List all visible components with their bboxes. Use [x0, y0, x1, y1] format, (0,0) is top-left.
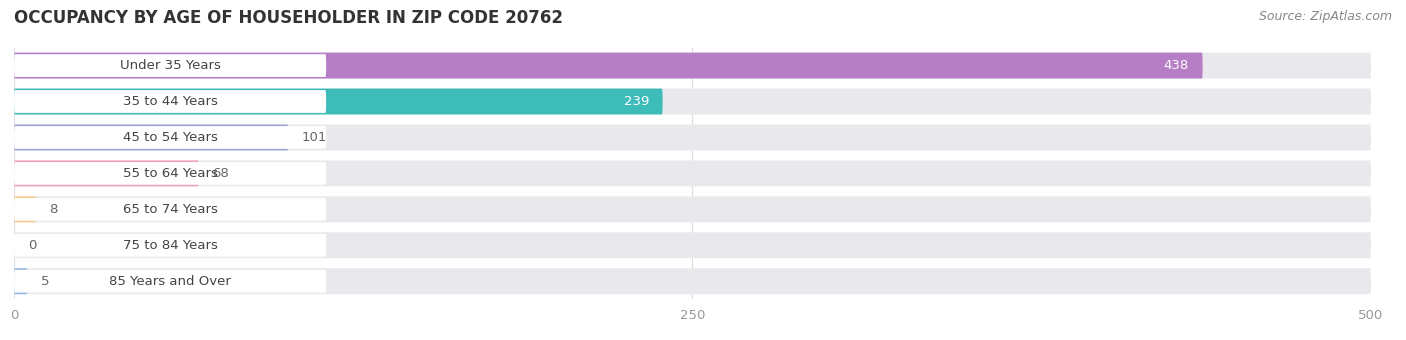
FancyBboxPatch shape — [14, 54, 326, 77]
Text: 5: 5 — [41, 275, 49, 288]
Text: 101: 101 — [302, 131, 328, 144]
Text: Source: ZipAtlas.com: Source: ZipAtlas.com — [1258, 10, 1392, 23]
Text: 45 to 54 Years: 45 to 54 Years — [122, 131, 218, 144]
Text: 68: 68 — [212, 167, 229, 180]
Text: 35 to 44 Years: 35 to 44 Years — [122, 95, 218, 108]
FancyBboxPatch shape — [14, 160, 198, 186]
FancyBboxPatch shape — [14, 197, 35, 222]
FancyBboxPatch shape — [14, 162, 326, 185]
FancyBboxPatch shape — [14, 89, 1371, 115]
FancyBboxPatch shape — [14, 53, 1371, 79]
FancyBboxPatch shape — [14, 126, 326, 149]
Text: 55 to 64 Years: 55 to 64 Years — [122, 167, 218, 180]
FancyBboxPatch shape — [14, 268, 28, 294]
Text: 438: 438 — [1164, 59, 1189, 72]
FancyBboxPatch shape — [14, 124, 288, 150]
FancyBboxPatch shape — [14, 198, 326, 221]
Text: 65 to 74 Years: 65 to 74 Years — [122, 203, 218, 216]
FancyBboxPatch shape — [14, 124, 1371, 150]
Text: 8: 8 — [49, 203, 58, 216]
Text: 75 to 84 Years: 75 to 84 Years — [122, 239, 218, 252]
Text: OCCUPANCY BY AGE OF HOUSEHOLDER IN ZIP CODE 20762: OCCUPANCY BY AGE OF HOUSEHOLDER IN ZIP C… — [14, 10, 562, 28]
FancyBboxPatch shape — [14, 234, 326, 257]
FancyBboxPatch shape — [14, 270, 326, 293]
FancyBboxPatch shape — [14, 197, 1371, 222]
FancyBboxPatch shape — [14, 268, 1371, 294]
FancyBboxPatch shape — [14, 232, 1371, 258]
FancyBboxPatch shape — [14, 89, 662, 115]
Text: 85 Years and Over: 85 Years and Over — [110, 275, 231, 288]
FancyBboxPatch shape — [14, 53, 1202, 79]
Text: 239: 239 — [624, 95, 650, 108]
Text: 0: 0 — [28, 239, 37, 252]
FancyBboxPatch shape — [14, 90, 326, 113]
FancyBboxPatch shape — [14, 160, 1371, 186]
Text: Under 35 Years: Under 35 Years — [120, 59, 221, 72]
